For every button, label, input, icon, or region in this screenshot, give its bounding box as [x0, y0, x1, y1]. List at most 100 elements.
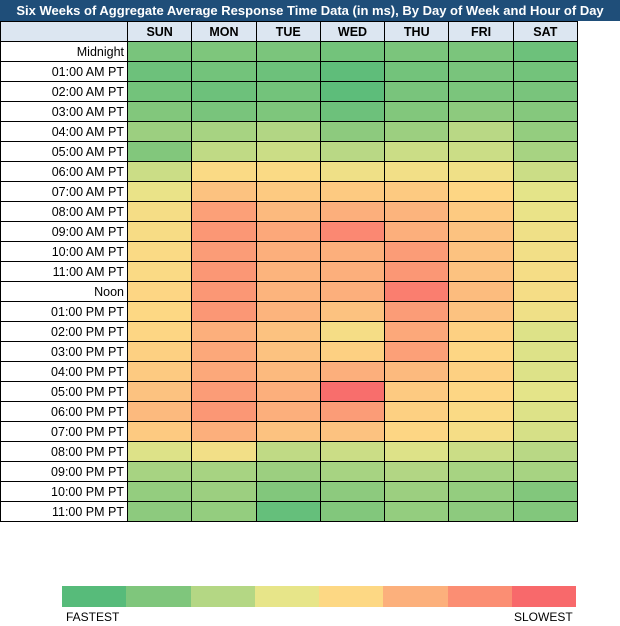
heat-cell	[191, 281, 257, 302]
heat-cell	[448, 181, 514, 202]
heat-cell	[512, 81, 579, 102]
heat-cell	[255, 421, 321, 442]
heat-cell	[126, 361, 193, 382]
heat-cell	[448, 301, 514, 322]
heat-cell	[448, 101, 514, 122]
heat-cell	[255, 461, 321, 482]
heat-cell	[448, 221, 514, 242]
heat-cell	[191, 401, 257, 422]
heat-cell	[191, 241, 257, 262]
table-row: 04:00 PM PT	[0, 361, 579, 382]
heat-cell	[448, 421, 514, 442]
heat-cell	[448, 481, 514, 502]
heat-cell	[126, 481, 193, 502]
chart-title: Six Weeks of Aggregate Average Response …	[0, 0, 620, 21]
column-header-wed: WED	[319, 21, 386, 42]
legend-swatch	[383, 586, 448, 607]
heat-cell	[384, 361, 450, 382]
heat-cell	[319, 81, 386, 102]
heat-cell	[319, 501, 386, 522]
heat-cell	[448, 381, 514, 402]
heat-cell	[512, 201, 579, 222]
table-row: 05:00 AM PT	[0, 141, 579, 162]
heat-cell	[126, 301, 193, 322]
heat-cell	[191, 301, 257, 322]
heat-cell	[255, 141, 321, 162]
heat-cell	[126, 141, 193, 162]
heat-cell	[255, 301, 321, 322]
heat-cell	[512, 401, 579, 422]
heat-cell	[126, 501, 193, 522]
row-label: 01:00 AM PT	[0, 61, 128, 82]
row-label: 04:00 AM PT	[0, 121, 128, 142]
heat-cell	[319, 121, 386, 142]
heat-cell	[126, 261, 193, 282]
heat-cell	[191, 481, 257, 502]
heat-cell	[384, 441, 450, 462]
heat-cell	[512, 341, 579, 362]
row-label: 05:00 AM PT	[0, 141, 128, 162]
heat-cell	[319, 221, 386, 242]
heat-cell	[384, 461, 450, 482]
heat-cell	[319, 61, 386, 82]
heat-cell	[126, 381, 193, 402]
heat-cell	[255, 381, 321, 402]
heat-cell	[384, 241, 450, 262]
heat-cell	[512, 301, 579, 322]
heat-cell	[126, 421, 193, 442]
heat-cell	[512, 261, 579, 282]
heat-cell	[448, 261, 514, 282]
row-label: 07:00 PM PT	[0, 421, 128, 442]
table-row: 04:00 AM PT	[0, 121, 579, 142]
heat-cell	[191, 461, 257, 482]
heat-cell	[255, 81, 321, 102]
heat-cell	[255, 181, 321, 202]
heat-cell	[384, 481, 450, 502]
heat-cell	[126, 41, 193, 62]
heat-cell	[255, 441, 321, 462]
heat-cell	[191, 381, 257, 402]
heat-cell	[448, 401, 514, 422]
heat-cell	[255, 361, 321, 382]
row-label: 11:00 AM PT	[0, 261, 128, 282]
heat-cell	[512, 501, 579, 522]
heat-cell	[384, 41, 450, 62]
heat-cell	[319, 341, 386, 362]
table-row: 09:00 AM PT	[0, 221, 579, 242]
heat-cell	[448, 201, 514, 222]
heat-cell	[319, 201, 386, 222]
row-label: 03:00 PM PT	[0, 341, 128, 362]
legend-swatch	[511, 586, 576, 607]
heat-cell	[384, 501, 450, 522]
row-label: 06:00 AM PT	[0, 161, 128, 182]
heat-cell	[512, 141, 579, 162]
heat-cell	[126, 281, 193, 302]
heat-cell	[255, 101, 321, 122]
table-row: 02:00 AM PT	[0, 81, 579, 102]
table-row: 10:00 AM PT	[0, 241, 579, 262]
heat-cell	[255, 121, 321, 142]
heat-cell	[255, 201, 321, 222]
heat-cell	[448, 321, 514, 342]
row-label: 02:00 PM PT	[0, 321, 128, 342]
column-header-sat: SAT	[512, 21, 579, 42]
table-row: 08:00 AM PT	[0, 201, 579, 222]
color-scale-legend	[62, 586, 576, 607]
heat-cell	[255, 281, 321, 302]
heat-cell	[512, 421, 579, 442]
heat-cell	[512, 441, 579, 462]
heat-cell	[384, 261, 450, 282]
row-label: 07:00 AM PT	[0, 181, 128, 202]
heat-cell	[126, 441, 193, 462]
heat-cell	[319, 321, 386, 342]
legend-swatch	[190, 586, 255, 607]
table-row: 06:00 PM PT	[0, 401, 579, 422]
heat-cell	[126, 461, 193, 482]
heat-cell	[126, 201, 193, 222]
heat-cell	[384, 61, 450, 82]
row-label: 08:00 AM PT	[0, 201, 128, 222]
heat-cell	[448, 41, 514, 62]
heat-cell	[191, 141, 257, 162]
heat-cell	[384, 221, 450, 242]
heat-cell	[319, 41, 386, 62]
